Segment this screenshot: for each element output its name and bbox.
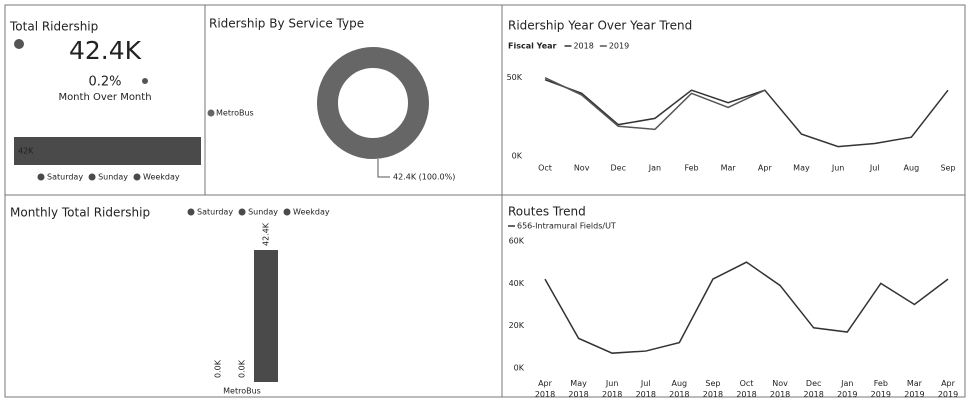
x-tick-label: Nov (574, 164, 590, 173)
x-tick-label: Jun (831, 164, 845, 173)
x-tick-label: Oct 2018 (736, 379, 756, 399)
column (254, 250, 278, 382)
x-tick-label: Jan (648, 164, 661, 173)
slice-label: 42.4K (100.0%) (393, 173, 455, 182)
legend-marker (88, 173, 96, 181)
panel (501, 194, 966, 398)
y-tick-label: 20K (509, 321, 525, 330)
legend-label: Weekday (143, 173, 180, 182)
line-series (544, 79, 949, 148)
legend-label: Sunday (98, 173, 128, 182)
legend-label: Weekday (293, 208, 330, 217)
chart-title: Ridership Year Over Year Trend (508, 19, 692, 33)
info-icon[interactable] (142, 78, 148, 84)
column-value-label: 0.0K (238, 359, 247, 378)
kpi-value: 42.4K (69, 36, 142, 65)
x-tick-label: Dec (611, 164, 626, 173)
leader-line (377, 159, 390, 178)
chart-title: Routes Trend (508, 205, 586, 219)
x-tick-label: May 2018 (568, 379, 588, 399)
y-tick-label: 0K (512, 152, 523, 161)
y-tick-label: 40K (509, 279, 525, 288)
panel (501, 4, 966, 196)
x-tick-label: Jul (869, 164, 880, 173)
line-series (544, 76, 766, 131)
x-tick-label: Mar (721, 164, 737, 173)
x-tick-label: Apr 2019 (938, 379, 958, 399)
legend-marker (37, 173, 45, 181)
x-tick-label: Sep (940, 164, 955, 173)
x-tick-label: Dec 2018 (803, 379, 823, 399)
legend-label: 2019 (609, 42, 629, 51)
legend-marker (207, 109, 215, 117)
chart-title: Ridership By Service Type (209, 17, 364, 31)
x-tick-label: MetroBus (223, 387, 261, 396)
x-tick-label: Nov 2018 (770, 379, 790, 399)
x-tick-label: Apr (758, 164, 773, 173)
legend-marker (133, 173, 141, 181)
bar-segment (14, 137, 201, 165)
x-tick-label: Jun 2018 (602, 379, 622, 399)
donut-slice (317, 47, 429, 159)
column-value-label: 42.4K (262, 222, 271, 246)
column-value-label: 0.0K (214, 359, 223, 378)
y-tick-label: 50K (507, 73, 523, 82)
legend-marker (238, 208, 246, 216)
legend-title: Fiscal Year (508, 42, 557, 51)
x-tick-label: Sep 2018 (703, 379, 723, 399)
legend-label: 656-Intramural Fields/UT (517, 222, 616, 231)
x-tick-label: Oct (538, 164, 552, 173)
legend-label: Saturday (197, 208, 233, 217)
x-tick-label: Feb 2019 (871, 379, 891, 399)
kpi-title: Total Ridership (9, 20, 98, 34)
chart-title: Monthly Total Ridership (10, 206, 150, 220)
x-tick-label: May (793, 164, 810, 173)
y-tick-label: 60K (509, 237, 525, 246)
panel (4, 194, 503, 398)
x-tick-label: Aug (904, 164, 920, 173)
help-icon[interactable] (14, 39, 24, 49)
legend-label: Sunday (248, 208, 278, 217)
x-tick-label: Mar 2019 (904, 379, 924, 399)
line-series (544, 261, 949, 354)
kpi-change: 0.2% (88, 75, 121, 90)
legend-label: 2018 (573, 42, 593, 51)
x-tick-label: Aug 2018 (669, 379, 689, 399)
x-tick-label: Jul 2018 (636, 379, 656, 399)
panel (204, 4, 503, 196)
x-tick-label: Apr 2018 (535, 379, 555, 399)
legend-marker (283, 208, 291, 216)
x-tick-label: Feb (684, 164, 698, 173)
kpi-change-label: Month Over Month (58, 92, 151, 103)
x-tick-label: Jan 2019 (837, 379, 857, 399)
bar-value-label: 42K (18, 147, 34, 156)
y-tick-label: 0K (514, 364, 525, 373)
legend-label: MetroBus (216, 109, 254, 118)
legend-marker (187, 208, 195, 216)
legend-label: Saturday (47, 173, 83, 182)
